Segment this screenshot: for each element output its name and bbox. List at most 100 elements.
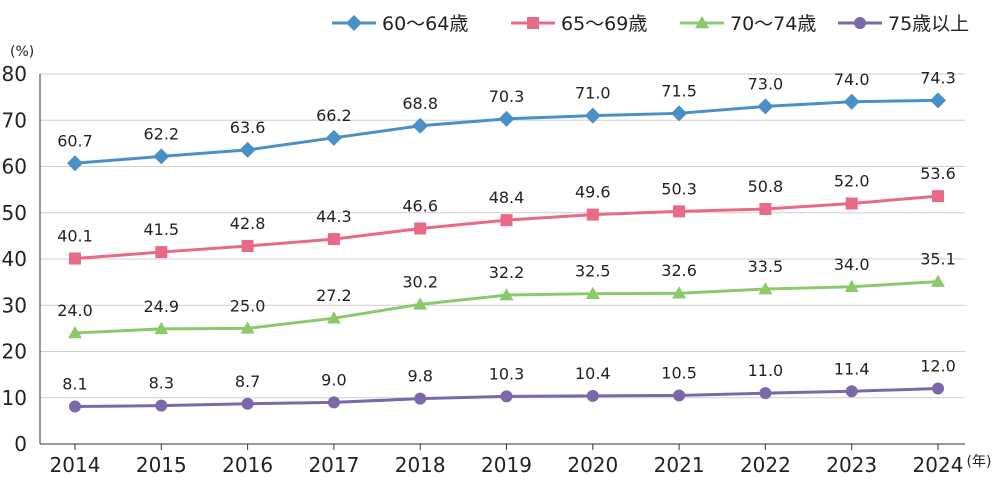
- data-label: 41.5: [143, 220, 179, 239]
- data-point: [586, 389, 599, 402]
- legend-item-triangle[interactable]: 70～74歳: [680, 13, 816, 35]
- data-point: [239, 141, 256, 158]
- data-point: [845, 385, 858, 398]
- data-label: 74.3: [920, 68, 956, 87]
- y-tick-label: 60: [2, 155, 27, 179]
- data-point: [500, 214, 513, 227]
- data-label: 11.0: [748, 361, 784, 380]
- data-point: [843, 93, 860, 110]
- series-layer: 60.7 62.2 63.6 66.2 68.8 70.3 71.0 71.5 73.0 74.0…: [57, 68, 956, 413]
- legend[interactable]: 60～64歳 65～69歳 70～74歳 75歳以上: [332, 13, 969, 35]
- data-label: 8.1: [62, 375, 87, 394]
- y-tick-label: 70: [2, 108, 27, 132]
- data-label: 12.0: [920, 357, 956, 376]
- x-tick-label: 2017: [308, 453, 359, 477]
- legend-label: 60～64歳: [382, 13, 468, 35]
- data-label: 32.5: [575, 262, 611, 281]
- series-line: [74, 98, 939, 165]
- data-label: 10.5: [661, 363, 697, 382]
- data-label: 71.5: [661, 81, 697, 100]
- data-point: [671, 105, 688, 122]
- series-diamond: 60.7 62.2 63.6 66.2 68.8 70.3 71.0 71.5 73.0 74.0…: [57, 68, 956, 172]
- data-label: 33.5: [748, 257, 784, 276]
- data-label: 50.3: [661, 179, 697, 198]
- data-point: [413, 297, 428, 310]
- data-label: 32.2: [489, 263, 525, 282]
- legend-item-diamond[interactable]: 60～64歳: [332, 13, 468, 35]
- data-point: [326, 311, 341, 324]
- x-tick-label: 2024: [913, 453, 964, 477]
- legend-item-square[interactable]: 65～69歳: [511, 13, 647, 35]
- data-point: [500, 390, 513, 403]
- data-label: 10.4: [575, 364, 611, 383]
- data-point: [844, 279, 859, 292]
- data-label: 53.6: [920, 164, 956, 183]
- data-label: 27.2: [316, 286, 352, 305]
- legend-label: 75歳以上: [888, 13, 969, 35]
- x-unit-label: (年): [967, 454, 992, 470]
- y-tick-label: 10: [2, 386, 27, 410]
- data-point: [931, 274, 945, 287]
- legend-label: 70～74歳: [730, 13, 816, 35]
- data-point: [584, 107, 601, 124]
- legend-marker: [854, 17, 866, 29]
- data-label: 24.9: [143, 297, 179, 316]
- data-point: [155, 246, 168, 259]
- data-label: 50.8: [748, 177, 784, 196]
- data-point: [499, 288, 514, 301]
- y-tick-label: 40: [2, 247, 27, 271]
- y-unit-label: (%): [10, 44, 34, 60]
- data-point: [586, 208, 599, 221]
- data-label: 74.0: [834, 70, 870, 89]
- x-tick-label: 2015: [136, 453, 187, 477]
- x-tick-label: 2021: [654, 453, 705, 477]
- data-point: [327, 396, 340, 409]
- y-tick-label: 50: [2, 201, 27, 225]
- data-label: 73.0: [748, 74, 784, 93]
- data-label: 40.1: [57, 227, 93, 246]
- data-point: [673, 389, 686, 402]
- data-label: 34.0: [834, 255, 870, 274]
- data-point: [758, 282, 773, 295]
- data-label: 42.8: [230, 214, 266, 233]
- data-label: 35.1: [920, 250, 956, 269]
- data-point: [327, 233, 340, 246]
- data-point: [241, 240, 254, 253]
- data-point: [325, 129, 342, 146]
- data-point: [585, 286, 600, 299]
- data-point: [498, 110, 515, 127]
- grid-lines: [40, 73, 965, 399]
- data-label: 70.3: [489, 87, 525, 106]
- data-label: 48.4: [489, 188, 525, 207]
- data-label: 71.0: [575, 84, 611, 103]
- data-point: [672, 286, 687, 299]
- data-point: [759, 203, 772, 216]
- data-label: 30.2: [402, 272, 438, 291]
- data-point: [673, 205, 686, 218]
- x-tick-label: 2022: [740, 453, 791, 477]
- data-point: [155, 399, 168, 412]
- data-point: [69, 252, 81, 265]
- x-tick-label: 2016: [222, 453, 273, 477]
- data-point: [412, 117, 429, 134]
- data-label: 10.3: [489, 364, 525, 383]
- data-label: 11.4: [834, 359, 870, 378]
- legend-marker: [527, 17, 539, 29]
- data-point: [757, 98, 774, 115]
- data-point: [932, 190, 944, 203]
- data-point: [845, 197, 858, 210]
- y-tick-label: 80: [2, 62, 27, 86]
- data-point: [414, 222, 427, 235]
- data-point: [414, 392, 427, 405]
- data-label: 46.6: [402, 196, 438, 215]
- data-label: 8.3: [149, 374, 174, 393]
- axes: 0 10 20 30 40 50 60 70 80 2014 2015 2016 2017 2018 201…: [2, 44, 992, 477]
- data-label: 32.6: [661, 261, 697, 280]
- legend-item-circle[interactable]: 75歳以上: [838, 13, 969, 35]
- data-label: 63.6: [230, 118, 266, 137]
- legend-marker: [695, 16, 709, 29]
- data-point: [930, 92, 946, 109]
- data-label: 66.2: [316, 106, 352, 125]
- data-point: [153, 148, 170, 165]
